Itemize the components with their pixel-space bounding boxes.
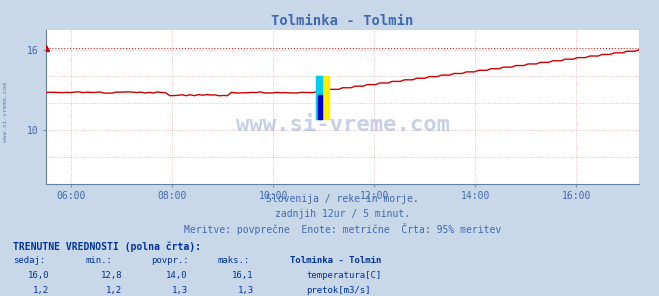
Text: Slovenija / reke in morje.: Slovenija / reke in morje.	[266, 194, 419, 204]
Text: 16,1: 16,1	[232, 271, 254, 280]
Text: sedaj:: sedaj:	[13, 256, 45, 265]
Bar	[318, 95, 322, 119]
Text: temperatura[C]: temperatura[C]	[306, 271, 382, 280]
Text: Meritve: povprečne  Enote: metrične  Črta: 95% meritev: Meritve: povprečne Enote: metrične Črta:…	[184, 223, 501, 236]
Title: Tolminka - Tolmin: Tolminka - Tolmin	[272, 15, 414, 28]
Text: 14,0: 14,0	[166, 271, 188, 280]
Text: TRENUTNE VREDNOSTI (polna črta):: TRENUTNE VREDNOSTI (polna črta):	[13, 241, 201, 252]
Text: 1,2: 1,2	[106, 286, 122, 295]
Text: 1,3: 1,3	[238, 286, 254, 295]
Text: www.si-vreme.com: www.si-vreme.com	[3, 83, 9, 142]
Text: min.:: min.:	[86, 256, 113, 265]
Text: 12,8: 12,8	[100, 271, 122, 280]
Text: 1,2: 1,2	[34, 286, 49, 295]
Text: 16,0: 16,0	[28, 271, 49, 280]
Text: www.si-vreme.com: www.si-vreme.com	[236, 115, 449, 135]
Text: Tolminka - Tolmin: Tolminka - Tolmin	[290, 256, 382, 265]
Bar	[316, 76, 322, 119]
Text: pretok[m3/s]: pretok[m3/s]	[306, 286, 371, 295]
Bar	[316, 76, 329, 119]
Text: maks.:: maks.:	[217, 256, 250, 265]
Text: 1,3: 1,3	[172, 286, 188, 295]
Text: zadnjih 12ur / 5 minut.: zadnjih 12ur / 5 minut.	[275, 209, 411, 219]
Text: povpr.:: povpr.:	[152, 256, 189, 265]
